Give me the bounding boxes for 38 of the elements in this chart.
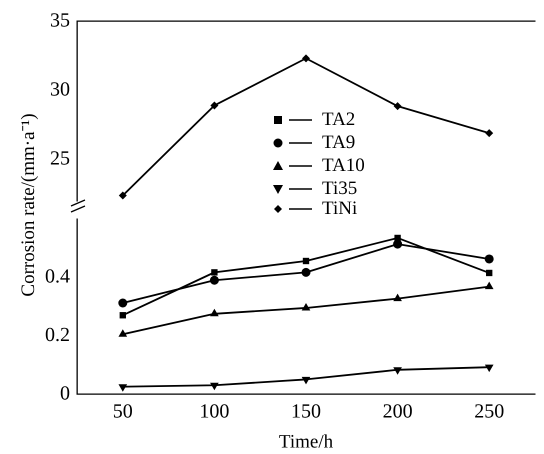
- point: [210, 382, 219, 390]
- point: [211, 269, 218, 276]
- point: [486, 270, 492, 276]
- point: [118, 384, 128, 392]
- point: [118, 298, 128, 308]
- legend-label: TA9: [322, 131, 356, 154]
- x-axis-title: Time/h: [278, 432, 334, 453]
- point: [302, 54, 310, 62]
- point: [120, 312, 126, 318]
- point: [210, 276, 219, 285]
- point: [394, 102, 402, 110]
- point: [302, 268, 310, 277]
- y-tick-label: 25: [50, 148, 70, 170]
- point: [484, 254, 494, 264]
- y-tick-label: 0: [60, 382, 70, 404]
- legend-label: TA10: [322, 154, 365, 177]
- legend-label: Ti35: [322, 177, 358, 200]
- point: [484, 282, 494, 290]
- x-tick-label: 50: [112, 400, 133, 422]
- x-tick-label: 200: [382, 400, 413, 422]
- y-tick-label: 0.4: [45, 266, 70, 288]
- y-tick-label: 35: [50, 9, 70, 32]
- point: [485, 129, 494, 138]
- point: [394, 234, 401, 242]
- point: [118, 191, 127, 200]
- legend-label: TA2: [322, 108, 356, 131]
- x-tick-label: 150: [291, 400, 321, 422]
- y-axis-title: Corrosion rate/(mm·a⁻¹): [17, 113, 40, 297]
- y-tick-label: 30: [50, 78, 70, 100]
- point: [302, 376, 310, 384]
- point: [393, 367, 402, 375]
- y-tick-label: 0.2: [45, 324, 70, 346]
- legend-label: TiNi: [322, 197, 358, 220]
- point: [484, 364, 494, 372]
- point: [210, 101, 218, 110]
- x-tick-label: 250: [474, 400, 504, 422]
- x-tick-label: 100: [199, 400, 230, 422]
- point: [393, 294, 402, 302]
